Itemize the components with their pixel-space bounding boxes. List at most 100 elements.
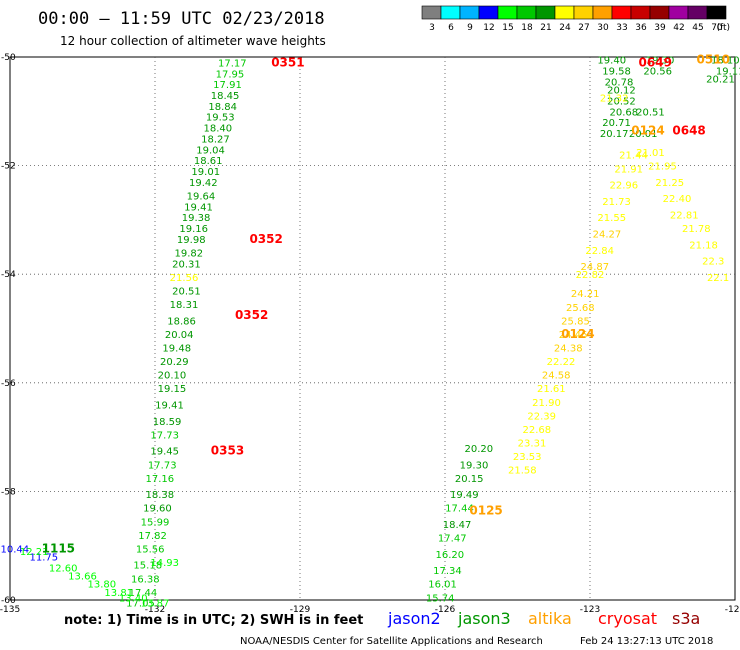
data-point-jason3: 19.04 — [196, 145, 225, 156]
data-point-altika: 22.3 — [702, 257, 724, 268]
data-point-jason3: 17.17 — [218, 58, 247, 69]
data-point-jason3: 17.16 — [146, 474, 175, 485]
colorbar-label: 9 — [467, 23, 473, 33]
time-label: 0649 — [639, 55, 672, 69]
data-point-s3a: 18.10 — [711, 56, 740, 67]
colorbar-swatch — [516, 5, 537, 20]
data-point-altika: 21.01 — [636, 148, 665, 159]
data-point-jason3: 17.44 — [129, 588, 158, 599]
data-point-altika: 21.78 — [682, 224, 711, 235]
data-point-jason3: 18.61 — [194, 156, 223, 167]
data-point-altika: 21.61 — [537, 384, 566, 395]
data-point-jason3: 19.42 — [189, 178, 218, 189]
time-label: 0352 — [249, 232, 282, 246]
data-point-altika: 24.87 — [581, 262, 610, 273]
data-point-altika: 22.22 — [547, 357, 576, 368]
data-point-s3a: 13.80 — [88, 580, 117, 591]
data-point-jason3: 19.58 — [602, 67, 631, 78]
colorbar-unit: (ft) — [716, 23, 730, 33]
data-point-jason3: 18.84 — [208, 102, 237, 113]
x-tick-label: -135 — [0, 605, 20, 615]
data-point-jason3: 18.59 — [153, 417, 182, 428]
data-point-jason3: 20.20 — [465, 444, 494, 455]
data-point-altika: 24.38 — [554, 344, 583, 355]
data-point-altika: 24.27 — [593, 229, 622, 240]
data-point-jason3: 19.60 — [143, 504, 172, 515]
y-tick-label: -58 — [1, 487, 16, 497]
colorbar-swatch — [554, 5, 575, 20]
footer-timestamp: Feb 24 13:27:13 UTC 2018 — [580, 636, 713, 647]
time-label: 0510 — [697, 53, 730, 67]
data-point-altika: 23.53 — [513, 452, 542, 463]
data-point-s3a: 12.60 — [49, 563, 78, 574]
data-point-jason3: 20.04 — [165, 330, 194, 341]
colorbar-swatch — [592, 5, 613, 20]
footer-credit: NOAA/NESDIS Center for Satellite Applica… — [240, 636, 543, 647]
legend-row: note: 1) Time is in UTC; 2) SWH is in fe… — [64, 609, 700, 628]
data-point-jason3: 19.82 — [175, 248, 204, 259]
data-point-s3a: 20.21 — [706, 75, 735, 86]
data-point-jason3: 20.52 — [607, 96, 636, 107]
colorbar-swatch — [535, 5, 556, 20]
data-point-jason3: 18.86 — [167, 316, 196, 327]
time-label: 0353 — [211, 444, 244, 458]
data-point-jason3: 20.71 — [602, 118, 631, 129]
data-point-altika: 22.68 — [523, 425, 552, 436]
data-point-altika: 22.40 — [663, 194, 692, 205]
data-point-s3a: 19.11 — [716, 67, 740, 78]
data-point-jason3: 19.48 — [162, 344, 191, 355]
data-point-jason2: 11.75 — [30, 553, 59, 564]
data-point-jason3: 20.29 — [160, 357, 189, 368]
data-point-jason3: 19.98 — [177, 235, 206, 246]
colorbar-swatch — [706, 5, 727, 20]
data-point-s3a: 13.87 — [141, 599, 170, 610]
time-label: 0352 — [235, 308, 268, 322]
x-tick-label: -132 — [145, 605, 165, 615]
data-point-altika: 21.44 — [619, 151, 648, 162]
y-tick-label: -56 — [1, 379, 16, 389]
data-point-jason3: 19.15 — [158, 384, 187, 395]
colorbar-label: 70 — [711, 23, 723, 33]
x-tick-label: -120 — [725, 605, 740, 615]
colorbar-swatch — [478, 5, 499, 20]
data-point-altika: 23.31 — [518, 439, 547, 450]
data-point-jason3: 17.73 — [148, 460, 177, 471]
data-point-jason3: 17.44 — [445, 504, 474, 515]
data-point-jason3: 19.40 — [597, 56, 626, 67]
data-point-jason3: 18.27 — [201, 134, 230, 145]
data-point-jason3: 20.10 — [158, 371, 187, 382]
data-point-jason3: 18.38 — [146, 490, 175, 501]
legend-s3a: s3a — [672, 609, 700, 628]
data-point-jason3: 15.18 — [133, 561, 162, 572]
data-point-altika: 21.58 — [508, 466, 537, 477]
data-point-s3a: 21.56 — [170, 273, 199, 284]
colorbar-label: 33 — [616, 23, 627, 33]
data-point-jason3: 19.45 — [150, 447, 179, 458]
data-point-jason3: 18.47 — [443, 520, 472, 531]
colorbar-swatch — [573, 5, 594, 20]
data-point-s3a: 13.40 — [119, 593, 148, 604]
colorbar-swatch — [497, 5, 518, 20]
data-point-altika: 25.85 — [561, 316, 590, 327]
data-point-jason3: 18.31 — [170, 300, 199, 311]
data-point-jason3: 17.34 — [433, 566, 462, 577]
x-tick-label: -123 — [580, 605, 600, 615]
data-point-s3a: 13.66 — [68, 572, 97, 583]
data-point-altika: 22.84 — [585, 246, 614, 257]
y-tick-label: -60 — [1, 596, 16, 606]
colorbar-label: 39 — [654, 23, 666, 33]
colorbar-legend: 3 6 9 12 15 18 21 24 27 30 33 36 39 42 45 70(ft) — [421, 5, 730, 33]
data-point-altika: 21.95 — [648, 162, 677, 173]
data-point-jason3: 19.01 — [191, 167, 220, 178]
data-point-jason3: 19.30 — [646, 56, 675, 67]
data-point-jason3: 15.74 — [426, 593, 455, 604]
data-point-jason3: 20.51 — [172, 286, 201, 297]
data-point-jason3: 15.99 — [141, 517, 170, 528]
time-label: 0351 — [271, 55, 304, 69]
data-point-jason3: 19.16 — [179, 224, 208, 235]
data-point-altika: 24.46 — [559, 330, 588, 341]
chart-title: 00:00 – 11:59 UTC 02/23/2018 — [38, 9, 325, 29]
data-point-altika: 24.58 — [542, 371, 571, 382]
